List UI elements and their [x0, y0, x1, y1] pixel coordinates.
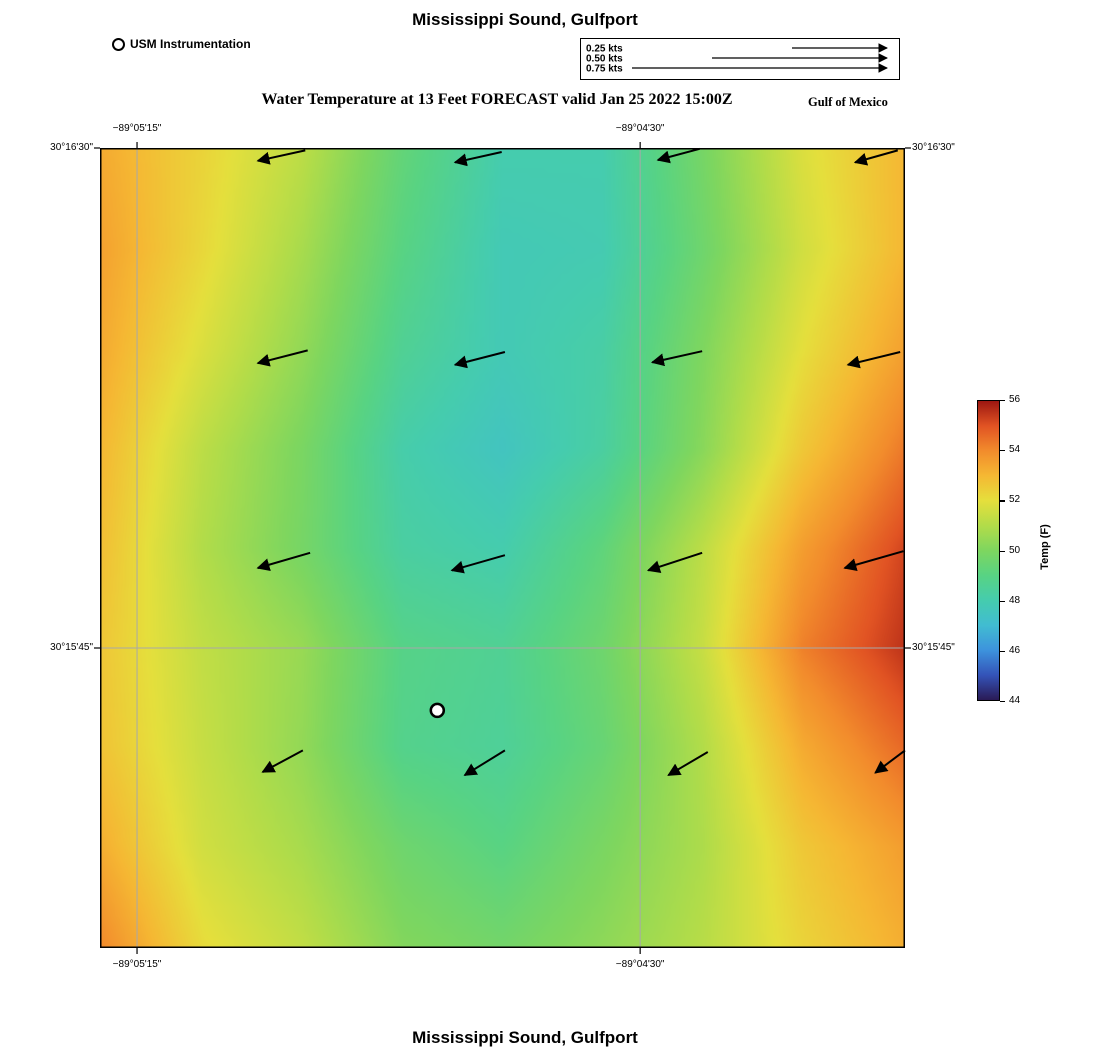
- lon-tick-label-bottom: −89°04'30": [615, 959, 665, 970]
- colorbar-tick-label: 56: [1009, 394, 1021, 405]
- map-border: [100, 148, 905, 948]
- map-overlay: [94, 142, 911, 954]
- current-arrow: [463, 749, 506, 777]
- current-arrow: [453, 351, 506, 369]
- lon-tick-label-top: −89°05'15": [112, 123, 162, 134]
- current-speed-legend: 0.25 kts 0.50 kts 0.75 kts: [580, 38, 900, 80]
- speed-legend-label: 0.25 kts: [586, 44, 623, 55]
- speed-legend-label: 0.75 kts: [586, 64, 623, 75]
- colorbar-tick-label: 44: [1009, 695, 1021, 706]
- current-arrow: [846, 351, 901, 369]
- current-arrow: [650, 350, 703, 367]
- region-label: Gulf of Mexico: [808, 95, 888, 109]
- colorbar-tick-label: 52: [1009, 494, 1021, 506]
- current-arrow: [656, 147, 700, 164]
- station-marker-icon: [112, 37, 125, 51]
- colorbar-tick: [1000, 500, 1005, 502]
- station-marker: [429, 702, 446, 719]
- current-arrow: [256, 551, 311, 571]
- speed-legend-label: 0.50 kts: [586, 54, 623, 65]
- current-arrow: [874, 749, 906, 774]
- colorbar-tick-label: 46: [1009, 644, 1021, 656]
- figure-subtitle: Water Temperature at 13 Feet FORECAST va…: [261, 91, 733, 108]
- lat-tick-label-left: 30°15'45": [50, 642, 93, 653]
- lat-tick-label-right: 30°16'30": [912, 142, 955, 153]
- current-arrow: [853, 149, 899, 166]
- colorbar-tick-label: 50: [1009, 544, 1021, 556]
- figure-title-top: Mississippi Sound, Gulfport: [412, 10, 638, 29]
- current-arrow: [450, 554, 506, 574]
- colorbar-tick: [1000, 600, 1005, 602]
- temperature-map: [94, 142, 911, 954]
- current-arrow: [843, 550, 904, 572]
- current-arrow: [256, 149, 306, 165]
- current-arrow: [453, 151, 502, 167]
- colorbar-tick-label: 48: [1009, 594, 1021, 606]
- lat-tick-label-left: 30°16'30": [50, 142, 93, 153]
- colorbar-tick: [1000, 400, 1005, 402]
- heatmap-canvas: [100, 148, 905, 948]
- current-arrow: [256, 349, 308, 367]
- current-arrow: [646, 551, 703, 573]
- lon-tick-label-top: −89°04'30": [615, 123, 665, 134]
- colorbar: [977, 400, 1000, 701]
- colorbar-tick: [1000, 550, 1005, 552]
- station-legend: USM Instrumentation: [112, 37, 251, 51]
- current-arrow: [667, 751, 709, 777]
- station-legend-label: USM Instrumentation: [130, 37, 251, 51]
- colorbar-tick: [1000, 450, 1005, 452]
- figure-title-bottom: Mississippi Sound, Gulfport: [412, 1028, 638, 1047]
- colorbar-tick: [1000, 650, 1005, 653]
- colorbar-tick: [1000, 701, 1005, 703]
- lat-tick-label-right: 30°15'45": [912, 642, 955, 653]
- colorbar-tick-label: 54: [1009, 444, 1021, 456]
- current-arrow: [261, 749, 304, 773]
- colorbar-title: Temp (F): [1039, 524, 1051, 570]
- lon-tick-label-bottom: −89°05'15": [112, 959, 162, 970]
